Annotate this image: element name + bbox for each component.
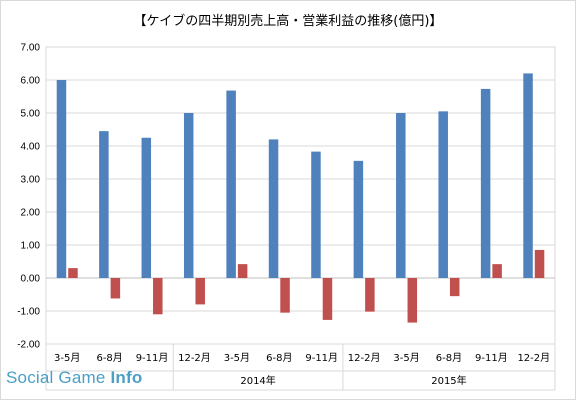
- bar-revenue: [480, 88, 491, 278]
- bar-profit: [322, 278, 333, 320]
- x-tick-label: 6-8月: [436, 352, 462, 364]
- bar-revenue: [311, 151, 321, 278]
- bar-revenue: [438, 111, 448, 278]
- y-tick-label: 1.00: [21, 241, 41, 252]
- bar-revenue: [56, 80, 67, 278]
- y-tick-label: 5.00: [21, 109, 41, 120]
- y-tick-label: 4.00: [21, 142, 41, 153]
- x-tick-label: 12-2月: [178, 352, 211, 364]
- bar-profit: [280, 278, 290, 313]
- bar-profit: [449, 278, 460, 297]
- y-tick-label: 7.00: [21, 43, 41, 54]
- bar-profit: [68, 268, 78, 278]
- x-tick-label: 3-5月: [54, 352, 80, 364]
- bar-revenue: [183, 113, 194, 278]
- plot-border: [45, 46, 556, 345]
- bar-profit: [407, 278, 418, 323]
- bar-revenue: [523, 73, 533, 279]
- x-tick-label: 12-2月: [348, 352, 381, 364]
- y-tick-label: -1.00: [17, 307, 40, 318]
- bar-profit: [195, 278, 205, 305]
- bar-revenue: [226, 90, 236, 278]
- y-tick-label: 6.00: [21, 76, 41, 87]
- x-tick-label: 6-8月: [96, 352, 122, 364]
- y-tick-label: 2.00: [21, 208, 41, 219]
- bar-revenue: [396, 113, 406, 278]
- bar-revenue: [141, 137, 152, 278]
- bar-revenue: [353, 160, 364, 278]
- x-tick-label: 9-11月: [475, 352, 508, 364]
- x-tick-label: 9-11月: [136, 352, 169, 364]
- watermark-text-social: Social Game: [6, 368, 111, 387]
- x-tick-label: 9-11月: [305, 352, 338, 364]
- bar-revenue: [268, 139, 279, 278]
- group-label: 2015年: [431, 374, 466, 387]
- y-tick-label: -2.00: [17, 340, 40, 351]
- x-tick-label: 3-5月: [224, 352, 250, 364]
- y-tick-label: 3.00: [21, 175, 41, 186]
- bar-profit: [153, 278, 163, 315]
- watermark-text-info: Info: [110, 368, 143, 387]
- x-tick-label: 12-2月: [517, 352, 550, 364]
- bar-profit: [237, 264, 248, 278]
- bar-profit: [110, 278, 121, 299]
- chart-title: 【ケイブの四半期別売上高・営業利益の推移(億円)】: [133, 14, 443, 29]
- bar-profit: [365, 278, 375, 312]
- x-tick-label: 3-5月: [393, 352, 419, 364]
- bar-profit: [492, 264, 502, 278]
- group-label: 2014年: [240, 374, 275, 387]
- bar-revenue: [99, 131, 109, 278]
- x-tick-label: 6-8月: [266, 352, 292, 364]
- bar-profit: [534, 249, 545, 278]
- y-tick-label: 0.00: [21, 274, 41, 285]
- watermark-logo: Social Game Info: [6, 368, 142, 388]
